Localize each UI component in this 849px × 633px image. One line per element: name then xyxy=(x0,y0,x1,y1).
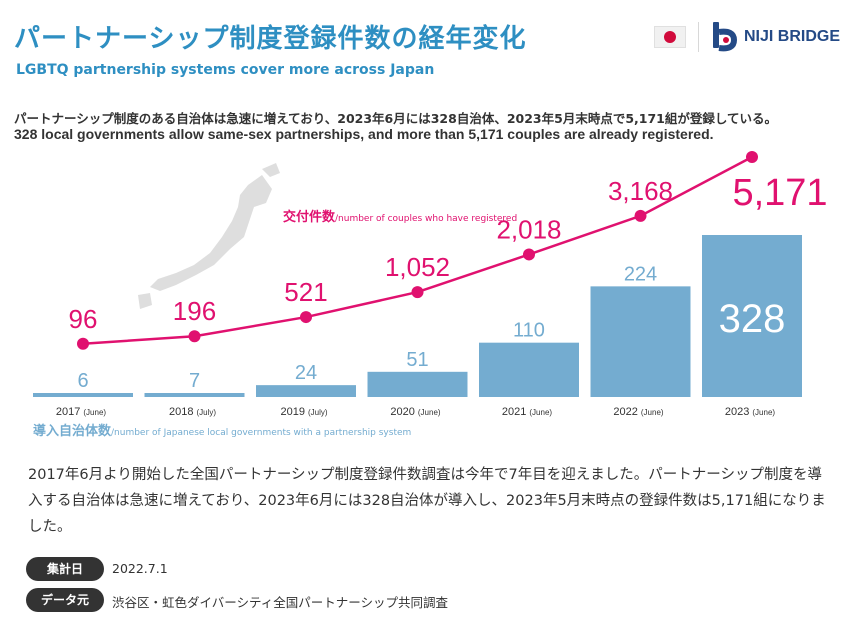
chart-bar xyxy=(702,235,802,397)
bar-value-label: 51 xyxy=(406,349,428,371)
x-tick-label: 2020 (June) xyxy=(390,406,440,418)
bar-value-label: 224 xyxy=(624,263,657,285)
chart-bar xyxy=(256,385,356,397)
line-value-label: 196 xyxy=(173,296,216,326)
bar-value-label: 24 xyxy=(295,362,317,384)
chart-bar xyxy=(33,393,133,397)
header-divider xyxy=(698,22,699,52)
line-point xyxy=(634,209,647,222)
niji-bridge-logo-icon xyxy=(713,22,738,52)
line-point xyxy=(77,337,89,350)
chart-bar xyxy=(590,286,691,397)
page-subtitle: LGBTQ partnership systems cover more acr… xyxy=(16,62,435,78)
line-value-label: 2,018 xyxy=(496,214,561,244)
bar-value-label: 7 xyxy=(189,370,200,392)
lead-text-en: 328 local governments allow same-sex par… xyxy=(14,126,714,142)
body-paragraph: 2017年6月より開始した全国パートナーシップ制度登録件数調査は今年で7年目を迎… xyxy=(28,467,826,535)
bar-value-label: 328 xyxy=(719,297,786,341)
x-tick-label: 2022 (June) xyxy=(613,406,663,418)
brand-name: NIJI BRIDGE xyxy=(744,28,841,45)
x-tick-label: 2018 (July) xyxy=(169,406,216,418)
bar-legend: 導入自治体数/number of Japanese local governme… xyxy=(33,423,411,439)
chart-bar xyxy=(144,393,245,397)
source-badge: データ元 xyxy=(26,588,104,612)
line-value-label: 3,168 xyxy=(608,176,673,206)
line-point xyxy=(188,330,201,343)
lead-text-ja: パートナーシップ制度のある自治体は急速に増えており、2023年6月には328自治… xyxy=(14,111,777,126)
date-value: 2022.7.1 xyxy=(112,561,168,576)
japan-map-icon xyxy=(138,163,280,309)
japan-flag-icon xyxy=(654,26,686,48)
line-point xyxy=(411,286,424,299)
x-tick-label: 2023 (June) xyxy=(725,406,775,418)
line-point xyxy=(523,248,535,261)
source-value: 渋谷区・虹色ダイバーシティ全国パートナーシップ共同調査 xyxy=(112,595,449,610)
x-tick-label: 2021 (June) xyxy=(502,406,552,418)
partnership-chart: 6 2017 (June) 7 2018 (July) 24 2019 (July) 51 2020… xyxy=(33,151,828,439)
line-point xyxy=(746,151,758,163)
chart-bar xyxy=(479,342,579,397)
line-value-label: 96 xyxy=(69,304,98,334)
line-point xyxy=(300,311,312,324)
bar-value-label: 6 xyxy=(77,370,88,392)
date-badge: 集計日 xyxy=(26,557,104,581)
bar-value-label: 110 xyxy=(513,320,545,342)
line-value-label: 1,052 xyxy=(385,252,450,282)
x-tick-label: 2019 (July) xyxy=(280,406,327,418)
line-value-label: 5,171 xyxy=(732,172,827,214)
x-tick-label: 2017 (June) xyxy=(56,406,106,418)
chart-bar xyxy=(367,371,468,397)
line-legend: 交付件数/number of couples who have register… xyxy=(283,209,517,225)
line-value-label: 521 xyxy=(284,277,327,307)
page-title: パートナーシップ制度登録件数の経年変化 xyxy=(14,24,527,54)
